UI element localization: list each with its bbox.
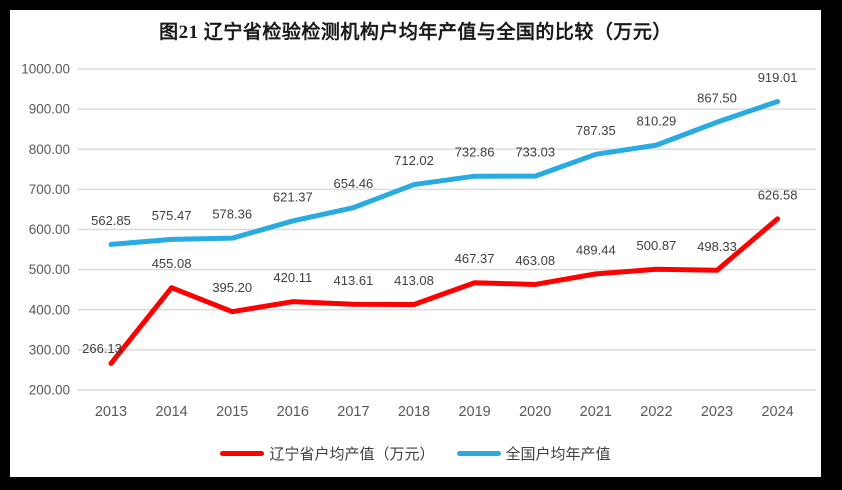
y-tick-label: 700.00 bbox=[29, 182, 70, 197]
x-tick-label: 2013 bbox=[95, 404, 127, 420]
series-lines bbox=[108, 98, 781, 366]
data-label: 489.44 bbox=[576, 242, 616, 257]
data-label: 395.20 bbox=[212, 280, 252, 295]
data-label: 732.86 bbox=[455, 145, 495, 160]
data-label: 654.46 bbox=[334, 176, 374, 191]
liaoning-line-swatch-icon bbox=[220, 451, 265, 456]
data-label: 413.08 bbox=[394, 273, 434, 288]
series-line-0 bbox=[108, 216, 781, 366]
data-label: 420.11 bbox=[273, 270, 312, 285]
y-tick-label: 500.00 bbox=[29, 262, 70, 277]
chart-title: 图21 辽宁省检验检测机构户均年产值与全国的比较（万元） bbox=[159, 22, 672, 43]
y-tick-label: 600.00 bbox=[29, 222, 70, 237]
data-label: 867.50 bbox=[697, 91, 737, 106]
data-label: 562.85 bbox=[91, 213, 131, 228]
y-tick-label: 1000.00 bbox=[21, 62, 70, 77]
x-tick-label: 2024 bbox=[761, 404, 793, 420]
x-tick-label: 2019 bbox=[458, 404, 490, 420]
data-label: 575.47 bbox=[152, 208, 192, 223]
data-label: 787.35 bbox=[576, 123, 616, 138]
x-tick-label: 2017 bbox=[337, 404, 369, 420]
x-tick-label: 2014 bbox=[155, 404, 187, 420]
y-tick-label: 200.00 bbox=[29, 383, 70, 398]
data-label: 919.01 bbox=[758, 70, 798, 85]
legend-label-liaoning: 辽宁省户均产值（万元） bbox=[269, 446, 435, 463]
data-label: 463.08 bbox=[515, 253, 555, 268]
series-line-1 bbox=[108, 98, 781, 247]
data-label: 500.87 bbox=[637, 238, 677, 253]
legend-item-liaoning: 辽宁省户均产值（万元） bbox=[220, 443, 435, 464]
legend-label-national: 全国户均年产值 bbox=[505, 446, 611, 463]
data-label: 578.36 bbox=[212, 207, 252, 222]
x-tick-label: 2016 bbox=[277, 404, 309, 420]
data-label: 266.13 bbox=[82, 341, 122, 356]
y-tick-label: 400.00 bbox=[29, 302, 70, 317]
x-tick-label: 2023 bbox=[701, 404, 733, 420]
gridlines bbox=[78, 68, 816, 391]
data-labels: 266.13 455.08 395.20 420.11 413.61 413.08 467.… bbox=[82, 70, 797, 356]
x-tick-label: 2021 bbox=[580, 404, 612, 420]
data-label: 733.03 bbox=[515, 145, 555, 160]
x-tick-label: 2022 bbox=[640, 404, 672, 420]
line-chart: 200.00 300.00 400.00 500.00 600.00 700.00 800.… bbox=[21, 62, 816, 420]
x-tick-label: 2015 bbox=[216, 404, 248, 420]
x-tick-label: 2020 bbox=[519, 404, 551, 420]
data-label: 455.08 bbox=[152, 256, 192, 271]
data-label: 626.58 bbox=[758, 187, 798, 202]
y-tick-label: 800.00 bbox=[29, 142, 70, 157]
chart-legend: 辽宁省户均产值（万元） 全国户均年产值 bbox=[10, 443, 821, 464]
national-line-swatch-icon bbox=[456, 451, 501, 456]
y-axis-labels: 200.00 300.00 400.00 500.00 600.00 700.00 800.… bbox=[21, 62, 70, 398]
x-tick-label: 2018 bbox=[398, 404, 430, 420]
data-label: 498.33 bbox=[697, 239, 737, 254]
data-label: 621.37 bbox=[273, 189, 313, 204]
data-label: 467.37 bbox=[455, 251, 495, 266]
x-axis-labels: 2013 2014 2015 2016 2017 2018 2019 2020 2021 2022… bbox=[95, 404, 794, 420]
chart-canvas: 图21 辽宁省检验检测机构户均年产值与全国的比较（万元） 200.00 300.0… bbox=[10, 10, 821, 477]
data-label: 810.29 bbox=[637, 114, 677, 129]
legend-item-national: 全国户均年产值 bbox=[456, 443, 611, 464]
y-tick-label: 900.00 bbox=[29, 102, 70, 117]
data-label: 413.61 bbox=[334, 273, 374, 288]
y-tick-label: 300.00 bbox=[29, 342, 70, 357]
data-label: 712.02 bbox=[394, 153, 434, 168]
